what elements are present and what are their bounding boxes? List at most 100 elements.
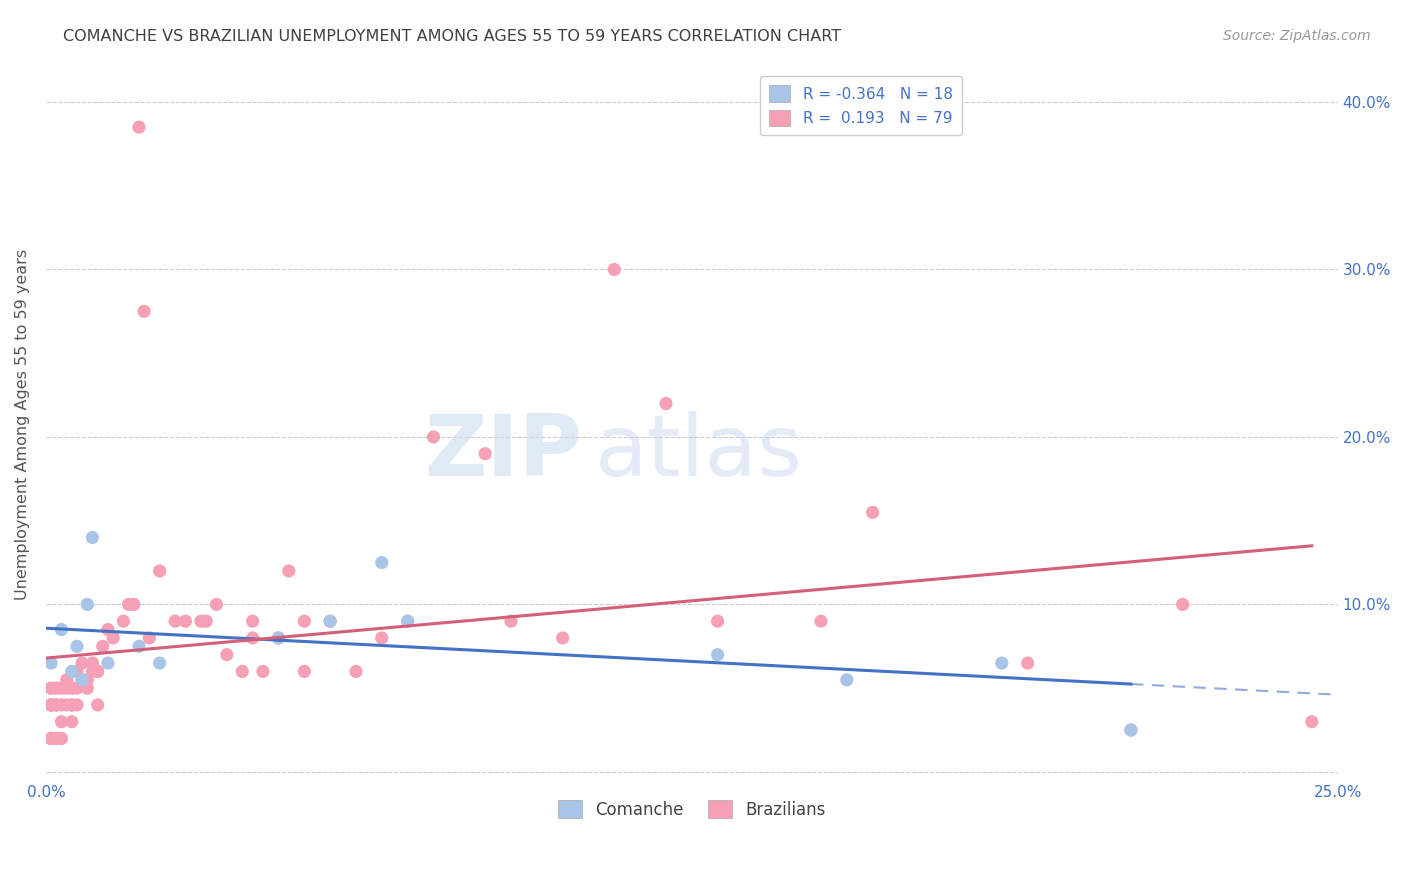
Point [86,665,108,679]
Point [70,656,93,670]
Text: COMANCHE VS BRAZILIAN UNEMPLOYMENT AMONG AGES 55 TO 59 YEARS CORRELATION CHART: COMANCHE VS BRAZILIAN UNEMPLOYMENT AMONG… [63,29,841,44]
Point [835,673,858,687]
Point [422,430,444,444]
Point [39,731,62,746]
Point [55,673,77,687]
Point [60,698,83,712]
Point [267,631,290,645]
Y-axis label: Unemployment Among Ages 55 to 59 years: Unemployment Among Ages 55 to 59 years [15,249,30,600]
Point [371,631,394,645]
Point [371,556,394,570]
Point [97,656,120,670]
Point [76,673,98,687]
Point [39,698,62,712]
Point [45,681,67,696]
Point [45,731,67,746]
Point [66,681,89,696]
Point [117,598,139,612]
Point [51,698,73,712]
Point [39,656,62,670]
Text: Source: ZipAtlas.com: Source: ZipAtlas.com [1223,29,1371,43]
Point [1301,714,1323,729]
Point [51,623,73,637]
Point [112,614,135,628]
Point [39,698,62,712]
Point [231,665,253,679]
Point [70,673,93,687]
Point [66,665,89,679]
Point [215,648,238,662]
Point [86,665,108,679]
Point [706,614,728,628]
Point [60,698,83,712]
Point [60,714,83,729]
Point [190,614,212,628]
Point [97,623,120,637]
Point [76,598,98,612]
Point [1119,723,1142,737]
Point [60,665,83,679]
Point [55,698,77,712]
Point [149,564,172,578]
Point [128,640,150,654]
Point [60,681,83,696]
Point [862,505,884,519]
Point [76,681,98,696]
Point [39,681,62,696]
Point [991,656,1014,670]
Point [82,656,104,670]
Point [1119,723,1142,737]
Point [174,614,197,628]
Point [242,614,264,628]
Point [86,698,108,712]
Point [101,631,124,645]
Point [499,614,522,628]
Point [66,698,89,712]
Point [149,656,172,670]
Point [39,731,62,746]
Point [344,665,367,679]
Point [70,673,93,687]
Point [128,120,150,135]
Point [603,262,626,277]
Point [252,665,274,679]
Point [474,447,496,461]
Point [91,640,114,654]
Point [242,631,264,645]
Point [396,614,419,628]
Point [1017,656,1039,670]
Point [396,614,419,628]
Point [292,665,315,679]
Point [1171,598,1194,612]
Point [82,531,104,545]
Point [277,564,299,578]
Point [165,614,187,628]
Point [45,681,67,696]
Point [319,614,342,628]
Point [39,698,62,712]
Point [551,631,574,645]
Point [810,614,832,628]
Text: atlas: atlas [595,411,803,494]
Point [39,681,62,696]
Point [55,681,77,696]
Text: ZIP: ZIP [425,411,582,494]
Legend: Comanche, Brazilians: Comanche, Brazilians [551,793,832,825]
Point [195,614,218,628]
Point [66,640,89,654]
Point [292,614,315,628]
Point [122,598,145,612]
Point [45,698,67,712]
Point [51,681,73,696]
Point [706,648,728,662]
Point [51,731,73,746]
Point [267,631,290,645]
Point [319,614,342,628]
Point [45,731,67,746]
Point [51,714,73,729]
Point [39,698,62,712]
Point [205,598,228,612]
Point [134,304,156,318]
Point [45,698,67,712]
Point [60,681,83,696]
